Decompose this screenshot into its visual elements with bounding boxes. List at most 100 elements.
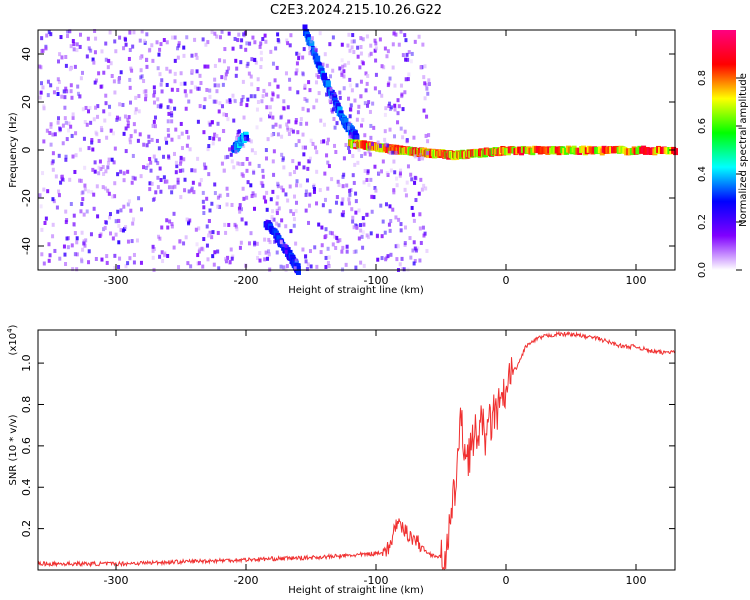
heatmap-cell	[369, 135, 373, 140]
heatmap-cell	[292, 217, 296, 222]
heatmap-cell	[366, 74, 370, 79]
heatmap-cell	[278, 124, 282, 129]
heatmap-cell	[289, 127, 293, 132]
heatmap-cell	[370, 209, 374, 214]
heatmap-cell	[221, 128, 225, 133]
heatmap-cell	[250, 148, 254, 153]
heatmap-cell	[121, 228, 125, 233]
heatmap-cell	[46, 93, 50, 98]
heatmap-cell	[92, 60, 96, 65]
heatmap-cell	[126, 202, 130, 207]
heatmap-cell	[234, 73, 238, 78]
heatmap-cell	[99, 232, 103, 237]
heatmap-cell	[175, 164, 179, 169]
heatmap-cell	[109, 231, 113, 236]
heatmap-cell	[281, 156, 285, 161]
heatmap-cell	[140, 74, 144, 79]
heatmap-cell	[312, 183, 316, 188]
heatmap-cell	[183, 89, 187, 94]
heatmap-cell	[202, 211, 206, 216]
heatmap-cell	[318, 188, 322, 193]
heatmap-cell	[128, 256, 132, 261]
heatmap-cell	[99, 125, 103, 130]
heatmap-cell	[341, 245, 345, 250]
heatmap-cell	[247, 138, 251, 143]
heatmap-cell	[145, 64, 149, 69]
heatmap-cell	[42, 139, 46, 144]
heatmap-cell	[289, 209, 293, 214]
colorbar-label: Normalized spectral amplitude	[738, 73, 749, 227]
heatmap-cell	[338, 90, 342, 95]
heatmap-cell	[166, 119, 170, 124]
heatmap-cell	[207, 218, 211, 223]
heatmap-cell	[230, 256, 234, 261]
heatmap-cell	[218, 58, 222, 63]
heatmap-cell	[206, 64, 210, 69]
heatmap-cell	[179, 161, 183, 166]
y-tick-label: -20	[20, 189, 33, 207]
heatmap-cell	[350, 45, 354, 50]
heatmap-cell	[216, 204, 220, 209]
heatmap-cell	[383, 129, 387, 134]
heatmap-cell	[234, 58, 238, 63]
heatmap-cell	[350, 88, 354, 93]
heatmap-cell	[305, 98, 309, 103]
heatmap-cell	[201, 37, 205, 42]
heatmap-cell	[335, 195, 339, 200]
heatmap-cell	[388, 228, 392, 233]
heatmap-cell	[256, 255, 260, 260]
heatmap-cell	[151, 123, 155, 128]
heatmap-cell	[418, 258, 422, 263]
heatmap-cell	[69, 124, 73, 129]
heatmap-cell	[389, 252, 393, 257]
scale-close: )	[8, 324, 19, 328]
heatmap-cell	[97, 165, 101, 170]
heatmap-cell	[213, 31, 217, 36]
heatmap-cell	[351, 215, 355, 220]
heatmap-cell	[340, 201, 344, 206]
heatmap-cell	[333, 143, 337, 148]
x-tick-label: 100	[626, 574, 647, 587]
heatmap-cell	[366, 169, 370, 174]
heatmap-cell	[113, 146, 117, 151]
heatmap-cell	[167, 111, 171, 116]
heatmap-cell	[308, 51, 312, 56]
heatmap-cell	[103, 186, 107, 191]
heatmap-cell	[203, 97, 207, 102]
heatmap-cell	[354, 249, 358, 254]
heatmap-cell	[286, 105, 290, 110]
heatmap-cell	[280, 185, 284, 190]
heatmap-cell	[137, 196, 141, 201]
heatmap-cell	[168, 106, 172, 111]
heatmap-cell	[365, 233, 369, 238]
heatmap-cell	[220, 75, 224, 80]
snr-xlabel: Height of straight line (km)	[288, 585, 424, 596]
heatmap-cell	[218, 35, 222, 40]
heatmap-cell	[227, 66, 231, 71]
heatmap-cell	[353, 162, 357, 167]
heatmap-cell	[302, 24, 308, 31]
heatmap-cell	[385, 143, 389, 148]
heatmap-cell	[241, 161, 245, 166]
heatmap-cell	[330, 231, 334, 236]
heatmap-cell	[205, 196, 209, 201]
heatmap-cell	[325, 63, 329, 68]
heatmap-cell	[167, 154, 171, 159]
heatmap-cell	[218, 204, 222, 209]
heatmap-cell	[172, 151, 176, 156]
heatmap-cell	[51, 197, 55, 202]
heatmap-cell	[357, 208, 361, 213]
heatmap-cell	[321, 203, 325, 208]
heatmap-cell	[319, 118, 323, 123]
heatmap-cell	[309, 138, 313, 143]
heatmap-cell	[143, 40, 147, 45]
heatmap-cell	[416, 246, 420, 251]
heatmap-cell	[326, 261, 330, 266]
x-tick-label: -100	[364, 574, 389, 587]
heatmap-cell	[271, 159, 275, 164]
heatmap-cell	[157, 146, 161, 151]
heatmap-cell	[78, 147, 82, 152]
heatmap-cell	[71, 39, 75, 44]
heatmap-cell	[269, 49, 273, 54]
